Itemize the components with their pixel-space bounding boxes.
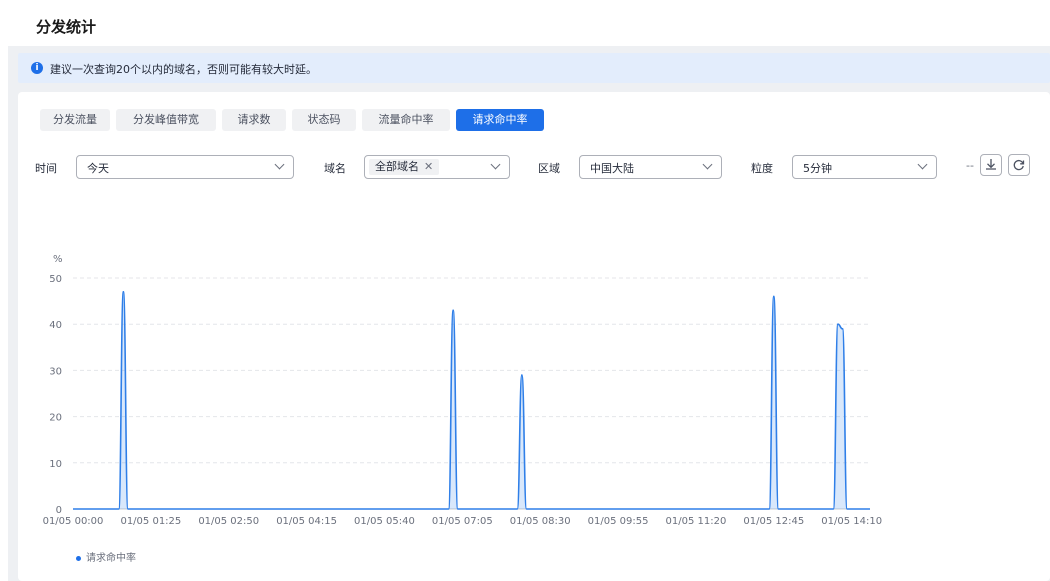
region-label: 区域 (538, 162, 560, 175)
x-tick-label: 01/05 00:00 (43, 516, 104, 527)
left-edge (0, 0, 8, 581)
notice-text: 建议一次查询20个以内的域名，否则可能有较大时延。 (50, 63, 317, 76)
granularity-label: 粒度 (751, 162, 773, 175)
data-point (773, 295, 775, 298)
granularity-select[interactable]: 5分钟 (792, 155, 937, 179)
domain-tag-label: 全部域名 (375, 160, 419, 173)
x-tick-label: 01/05 07:05 (432, 516, 493, 527)
legend-dot (76, 555, 81, 561)
download-icon (986, 159, 996, 170)
info-icon: i (31, 62, 43, 74)
domain-tag: 全部域名 ✕ (369, 159, 440, 175)
x-tick-label: 01/05 05:40 (354, 516, 415, 527)
hit-rate-chart: % 0 10 20 30 40 50 01/05 00:00 01/05 01:25 01/05 … (43, 254, 883, 527)
x-tick-label: 01/05 01:25 (120, 516, 181, 527)
page-title: 分发统计 (36, 18, 97, 36)
tab-traffic[interactable]: 分发流量 (40, 109, 110, 131)
data-point (521, 374, 523, 376)
x-tick-label: 01/05 08:30 (510, 516, 571, 527)
series-line (72, 291, 870, 510)
chevron-down-icon (490, 159, 501, 170)
x-tick-label: 01/05 14:10 (821, 516, 882, 527)
x-tick-label: 01/05 12:45 (743, 516, 804, 527)
region-value: 中国大陆 (590, 162, 634, 175)
data-point (837, 323, 839, 325)
y-tick-label: 20 (49, 413, 62, 424)
x-tick-label: 01/05 02:50 (198, 516, 259, 527)
tab-request-hit-rate[interactable]: 请求命中率 (456, 109, 544, 131)
y-tick-label: 0 (56, 505, 62, 516)
domain-select[interactable]: 全部域名 ✕ (364, 155, 510, 179)
region-select[interactable]: 中国大陆 (579, 155, 722, 179)
domain-label: 域名 (324, 162, 346, 175)
refresh-button[interactable] (1008, 154, 1030, 176)
x-tick-label: 01/05 04:15 (276, 516, 337, 527)
granularity-value: 5分钟 (803, 162, 832, 175)
dash-separator: -- (966, 159, 974, 172)
tab-traffic-hit-rate[interactable]: 流量命中率 (362, 109, 450, 131)
download-button[interactable] (980, 154, 1002, 176)
data-point (122, 291, 125, 293)
y-tick-label: 30 (49, 366, 62, 377)
data-point (452, 309, 454, 312)
tab-peak-bandwidth[interactable]: 分发峰值带宽 (116, 109, 216, 131)
chevron-down-icon (917, 159, 928, 170)
chart-legend[interactable]: 请求命中率 (76, 549, 136, 564)
time-value: 今天 (87, 162, 109, 175)
data-point (841, 328, 844, 330)
y-tick-label: 50 (49, 274, 62, 285)
tab-requests[interactable]: 请求数 (222, 109, 286, 131)
y-tick-label: 10 (49, 459, 62, 470)
close-icon[interactable]: ✕ (424, 160, 434, 173)
chevron-down-icon (274, 159, 285, 170)
legend-label: 请求命中率 (86, 553, 136, 564)
chevron-down-icon (702, 159, 713, 170)
page-header: 分发统计 (8, 0, 1050, 46)
x-tick-label: 01/05 09:55 (588, 516, 649, 527)
refresh-icon (1013, 159, 1025, 171)
stats-card: 分发流量 分发峰值带宽 请求数 状态码 流量命中率 请求命中率 时间 今天 域名… (18, 92, 1050, 581)
tab-status-code[interactable]: 状态码 (292, 109, 356, 131)
info-notice: i 建议一次查询20个以内的域名，否则可能有较大时延。 (18, 53, 1050, 83)
y-axis-unit: % (53, 254, 63, 265)
time-select[interactable]: 今天 (76, 155, 294, 179)
x-tick-label: 01/05 11:20 (666, 516, 727, 527)
y-tick-label: 40 (49, 320, 62, 331)
time-label: 时间 (35, 162, 57, 175)
